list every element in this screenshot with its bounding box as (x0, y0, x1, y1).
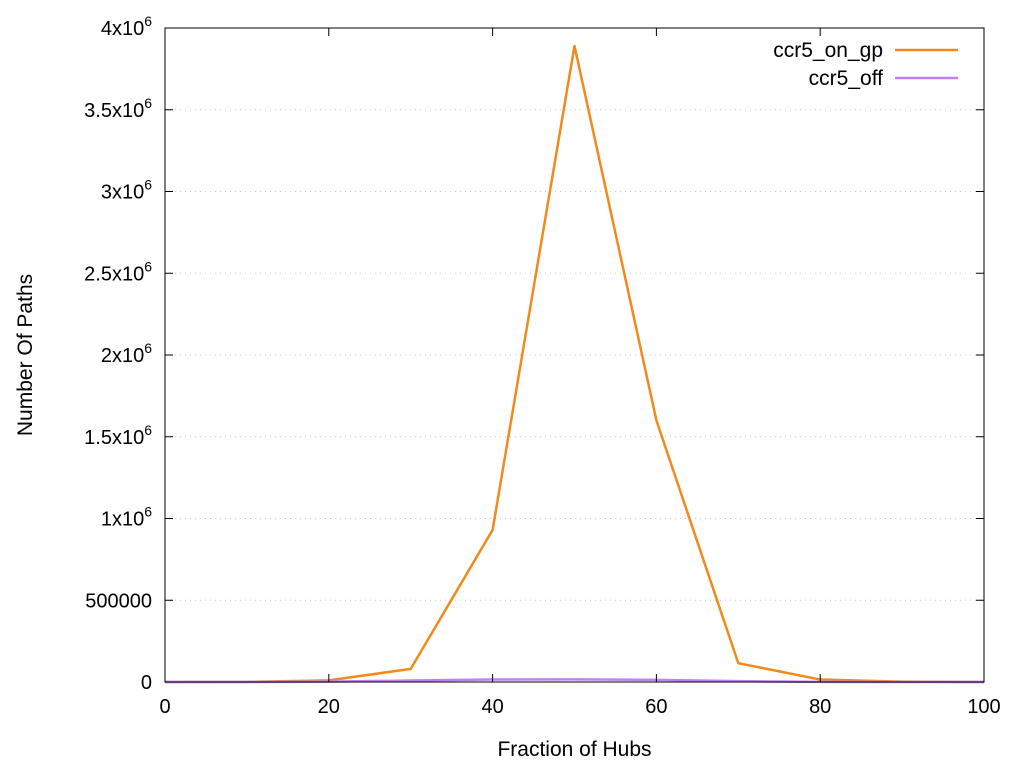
y-tick-mantissa: 2x10 (101, 345, 144, 367)
x-tick-label: 80 (809, 696, 831, 718)
y-tick-label: 4x106 (101, 13, 152, 40)
y-tick-exponent: 6 (144, 258, 152, 274)
y-tick-exponent: 6 (144, 95, 152, 111)
y-tick-mantissa: 3.5x10 (84, 100, 144, 122)
x-tick-label: 100 (967, 696, 1000, 718)
x-axis-title: Fraction of Hubs (497, 738, 651, 761)
legend-label: ccr5_off (809, 67, 883, 90)
y-tick-exponent: 6 (144, 13, 152, 29)
y-tick-mantissa: 500000 (85, 590, 152, 612)
y-tick-exponent: 6 (144, 504, 152, 520)
x-tick-label: 40 (481, 696, 503, 718)
y-tick-mantissa: 1x10 (101, 509, 144, 531)
y-tick-exponent: 6 (144, 177, 152, 193)
x-tick-label: 20 (318, 696, 340, 718)
y-tick-mantissa: 4x10 (101, 18, 144, 40)
x-tick-label: 60 (645, 696, 667, 718)
legend-label: ccr5_on_gp (773, 39, 883, 62)
y-tick-mantissa: 2.5x10 (84, 263, 144, 285)
y-tick-label: 3.5x106 (84, 95, 152, 122)
y-tick-exponent: 6 (144, 340, 152, 356)
x-tick-labels: 0 20 40 60 80 100 (159, 696, 1000, 718)
y-tick-label: 1x106 (101, 504, 152, 531)
y-tick-mantissa: 0 (141, 672, 152, 694)
grid-lines (165, 109, 984, 601)
y-tick-label: 3x106 (101, 177, 152, 204)
y-tick-label: 2x106 (101, 340, 152, 367)
y-tick-label: 0 (141, 672, 152, 694)
axis-ticks (164, 27, 985, 683)
y-tick-label: 1.5x106 (84, 422, 152, 449)
y-tick-labels: 05000001x1061.5x1062x1062.5x1063x1063.5x… (84, 13, 152, 694)
legend: ccr5_on_gp ccr5_off (773, 39, 958, 90)
plot-frame (164, 27, 985, 683)
y-tick-label: 2.5x106 (84, 258, 152, 285)
series-line-ccr5-on-gp (164, 44, 985, 684)
y-tick-mantissa: 1.5x10 (84, 427, 144, 449)
y-tick-label: 500000 (85, 590, 152, 612)
y-tick-mantissa: 3x10 (101, 182, 144, 204)
series-lines (164, 44, 985, 684)
y-tick-exponent: 6 (144, 422, 152, 438)
x-tick-label: 0 (159, 696, 170, 718)
y-axis-title: Number Of Paths (14, 274, 37, 436)
